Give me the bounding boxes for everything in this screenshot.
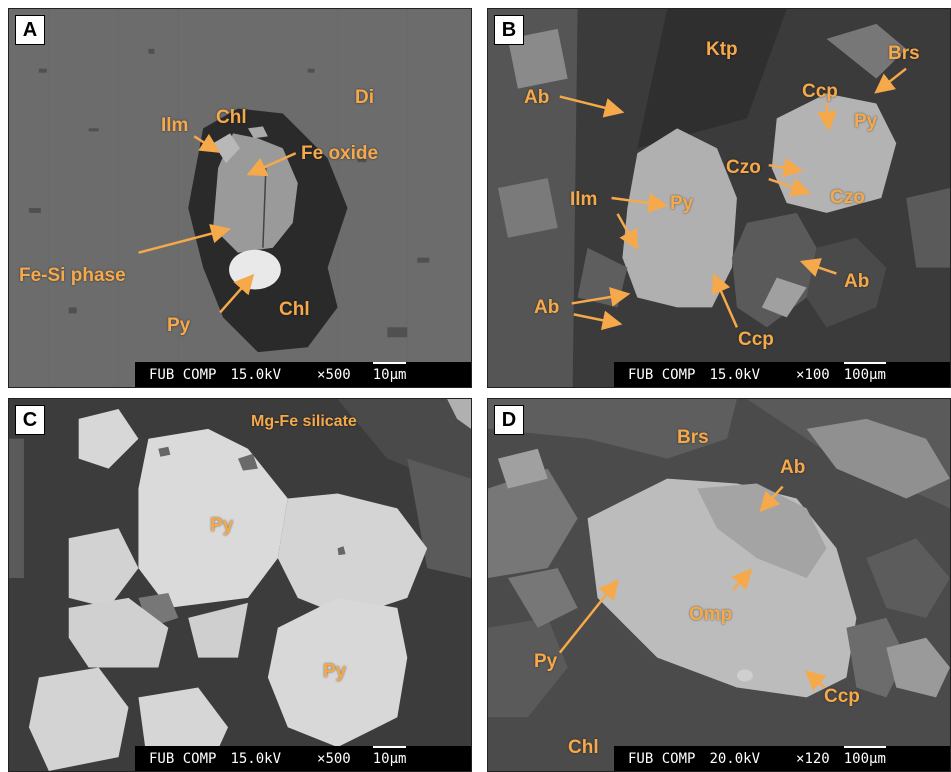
databar-magnification: ×500 bbox=[317, 750, 351, 767]
databar-voltage: 15.0kV bbox=[230, 750, 282, 767]
label-ilm: Ilm bbox=[570, 189, 598, 210]
panel-a: A Chl Ilm Di Fe oxide Fe-Si phase Py Chl… bbox=[8, 8, 472, 388]
label-chl: Chl bbox=[279, 299, 310, 320]
label-py: Py bbox=[534, 651, 558, 672]
databar-mode: FUB COMP bbox=[628, 750, 696, 767]
label-ab: Ab bbox=[524, 87, 550, 108]
databar-scale: 100μm bbox=[843, 361, 887, 383]
databar-magnification: ×100 bbox=[796, 366, 830, 383]
label-ccp: Ccp bbox=[738, 329, 774, 350]
label-fe-si-phase: Fe-Si phase bbox=[19, 265, 126, 286]
panel-letter: A bbox=[15, 15, 45, 45]
databar-voltage: 15.0kV bbox=[709, 366, 761, 383]
sem-databar: FUB COMP 20.0kV ×120 100μm bbox=[614, 745, 950, 771]
label-fe-oxide: Fe oxide bbox=[301, 143, 379, 164]
label-ab: Ab bbox=[780, 457, 806, 478]
label-ccp: Ccp bbox=[802, 81, 838, 102]
databar-mode: FUB COMP bbox=[628, 366, 696, 383]
databar-scale: 100μm bbox=[843, 745, 887, 767]
panel-d-image bbox=[488, 399, 950, 771]
label-czo: Czo bbox=[726, 157, 761, 178]
label-ilm: Ilm bbox=[161, 115, 189, 136]
panel-letter: B bbox=[494, 15, 524, 45]
panel-b: B Ab Ktp Brs Ccp Py Czo Ilm Py Czo Ab Ab… bbox=[487, 8, 951, 388]
databar-scale: 10μm bbox=[372, 361, 407, 383]
panel-c-image bbox=[9, 399, 471, 771]
databar-mode: FUB COMP bbox=[149, 750, 217, 767]
databar-magnification: ×120 bbox=[796, 750, 830, 767]
panel-letter: D bbox=[494, 405, 524, 435]
label-ccp: Ccp bbox=[824, 686, 860, 707]
label-brs: Brs bbox=[677, 427, 709, 448]
panel-a-image bbox=[9, 9, 471, 387]
label-chl: Chl bbox=[568, 737, 599, 758]
panel-c: C Mg-Fe silicate Py Py FUB COMP 15.0kV ×… bbox=[8, 398, 472, 772]
sem-databar: FUB COMP 15.0kV ×500 10μm bbox=[135, 361, 471, 387]
label-py: Py bbox=[323, 661, 347, 682]
databar-voltage: 20.0kV bbox=[709, 750, 761, 767]
label-chl: Chl bbox=[216, 107, 247, 128]
panel-b-image bbox=[488, 9, 950, 387]
sem-databar: FUB COMP 15.0kV ×500 10μm bbox=[135, 745, 471, 771]
panel-d: D Brs Ab Py Omp Ccp Chl FUB COMP 20.0kV … bbox=[487, 398, 951, 772]
label-ktp: Ktp bbox=[706, 39, 738, 60]
label-omp: Omp bbox=[689, 604, 733, 625]
label-py: Py bbox=[854, 111, 878, 132]
label-py: Py bbox=[210, 515, 234, 536]
label-di: Di bbox=[355, 87, 374, 108]
label-mg-fe-silicate: Mg-Fe silicate bbox=[251, 413, 357, 430]
databar-mode: FUB COMP bbox=[149, 366, 217, 383]
label-czo: Czo bbox=[830, 187, 865, 208]
label-brs: Brs bbox=[888, 43, 920, 64]
label-ab: Ab bbox=[844, 271, 870, 292]
label-py: Py bbox=[670, 193, 694, 214]
databar-scale: 10μm bbox=[372, 745, 407, 767]
panel-letter: C bbox=[15, 405, 45, 435]
label-ab: Ab bbox=[534, 297, 560, 318]
label-py: Py bbox=[167, 315, 191, 336]
databar-voltage: 15.0kV bbox=[230, 366, 282, 383]
databar-magnification: ×500 bbox=[317, 366, 351, 383]
sem-databar: FUB COMP 15.0kV ×100 100μm bbox=[614, 361, 950, 387]
